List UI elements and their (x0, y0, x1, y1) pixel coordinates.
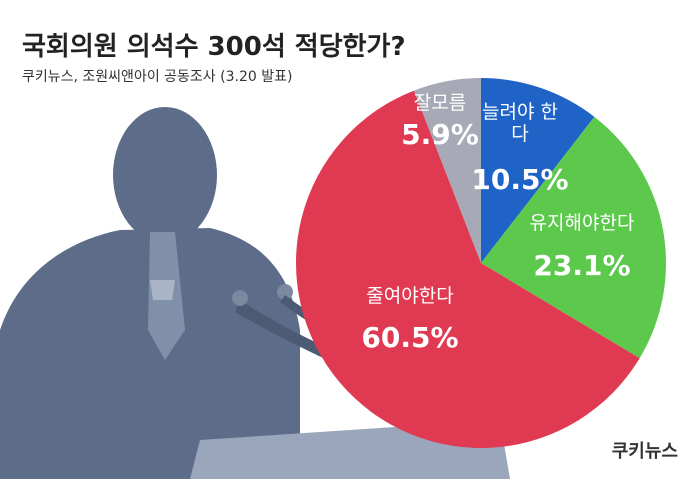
slice-label: 줄여야한다 (366, 285, 454, 308)
chart-subtitle: 쿠키뉴스, 조원씨앤아이 공동조사 (3.20 발표) (22, 69, 293, 85)
pie-slice (296, 90, 640, 448)
value-label: 5.9% (401, 117, 479, 151)
pie-slice (481, 116, 667, 359)
slice-label: 유지해야한다 (529, 212, 635, 235)
chart-title: 국회의원 의석수 300석 적당한가? (22, 32, 406, 62)
slice-label: 늘려야 한다 (482, 101, 558, 145)
pie-slice (481, 78, 595, 263)
value-label: 60.5% (361, 320, 459, 354)
pie-slice (413, 78, 481, 263)
source-logo: 쿠키뉴스 (611, 441, 678, 462)
value-label: 23.1% (533, 248, 631, 282)
value-label: 10.5% (471, 162, 569, 196)
slice-label: 잘모름 (413, 92, 467, 115)
